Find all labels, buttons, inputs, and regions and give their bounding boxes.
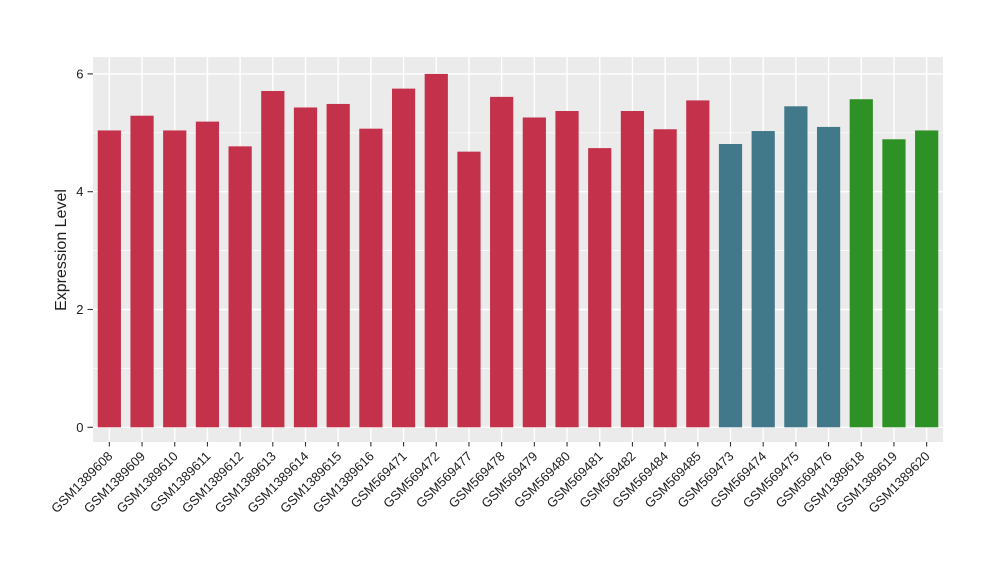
bar — [751, 131, 775, 428]
y-tick-label: 2 — [76, 302, 83, 317]
bar — [391, 88, 416, 428]
y-tick-label: 0 — [76, 420, 83, 435]
bar — [293, 107, 318, 428]
bar — [784, 106, 808, 428]
bar — [97, 130, 121, 428]
bar — [816, 126, 841, 428]
y-axis-title: Expression Level — [53, 189, 70, 311]
bar — [620, 111, 645, 428]
bar — [555, 111, 579, 428]
y-tick-label: 6 — [76, 66, 83, 81]
y-tick-label: 4 — [76, 184, 83, 199]
plot-panel-layer — [93, 57, 943, 442]
bar — [882, 139, 906, 428]
bar — [718, 143, 743, 428]
bar — [195, 121, 220, 428]
bar — [490, 96, 514, 428]
bar — [326, 103, 350, 428]
bar — [424, 73, 448, 428]
bar — [849, 99, 873, 428]
bar — [130, 115, 154, 428]
bar — [228, 146, 252, 428]
plot-panel — [93, 57, 943, 442]
bar — [653, 129, 677, 428]
bars-layer — [97, 73, 939, 428]
bar — [522, 117, 546, 428]
bar — [261, 90, 285, 428]
bar — [457, 151, 481, 428]
bar — [163, 130, 187, 428]
bar — [686, 100, 710, 428]
bar — [915, 130, 939, 428]
bar — [588, 148, 612, 428]
bar — [359, 128, 383, 428]
